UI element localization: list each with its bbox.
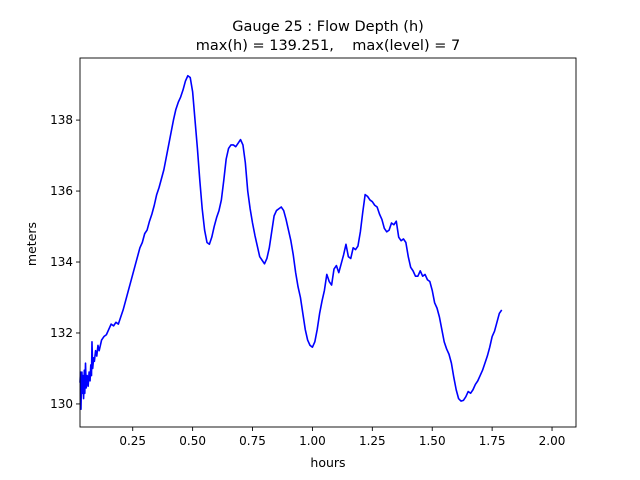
x-axis-label: hours: [310, 455, 345, 470]
y-tick-label: 134: [50, 255, 73, 269]
x-tick-label: 2.00: [539, 434, 566, 448]
y-tick-label: 130: [50, 397, 73, 411]
x-tick-label: 1.50: [419, 434, 446, 448]
x-tick-label: 1.75: [479, 434, 506, 448]
y-axis-label: meters: [24, 222, 39, 266]
plot-area: 0.25 0.50 0.75 1.00 1.25 1.50 1.75 2.00 130 132 13…: [50, 57, 577, 448]
series-line-0: [79, 74, 503, 411]
plot-frame: [79, 57, 577, 428]
y-tick-label: 136: [50, 184, 73, 198]
chart-title: Gauge 25 : Flow Depth (h): [232, 19, 424, 35]
y-tick-label: 132: [50, 326, 73, 340]
x-tick-label: 0.25: [119, 434, 146, 448]
y-tick-label: 138: [50, 113, 73, 127]
x-tick-label: 0.50: [179, 434, 206, 448]
chart-subtitle: max(h) = 139.251, max(level) = 7: [196, 38, 460, 54]
x-tick-label: 1.00: [299, 434, 326, 448]
x-tick-label: 1.25: [359, 434, 386, 448]
x-tick-label: 0.75: [239, 434, 266, 448]
